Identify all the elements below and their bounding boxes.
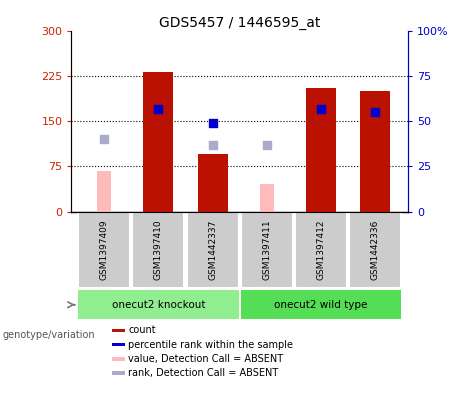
Bar [112, 371, 125, 375]
FancyBboxPatch shape [241, 212, 293, 288]
Text: GSM1397411: GSM1397411 [262, 220, 272, 280]
FancyBboxPatch shape [349, 212, 402, 288]
Text: onecut2 wild type: onecut2 wild type [274, 300, 368, 310]
Text: GSM1442336: GSM1442336 [371, 220, 380, 280]
Text: genotype/variation: genotype/variation [2, 330, 95, 340]
FancyBboxPatch shape [187, 212, 239, 288]
Point [100, 136, 108, 143]
Text: GSM1397412: GSM1397412 [317, 220, 325, 280]
Text: value, Detection Call = ABSENT: value, Detection Call = ABSENT [129, 354, 284, 364]
Text: GSM1397410: GSM1397410 [154, 220, 163, 280]
Text: count: count [129, 325, 156, 336]
Text: GSM1397409: GSM1397409 [100, 220, 108, 280]
Point [263, 142, 271, 149]
FancyBboxPatch shape [132, 212, 184, 288]
FancyBboxPatch shape [78, 290, 239, 319]
Point [209, 119, 216, 126]
Point [209, 142, 216, 149]
Text: rank, Detection Call = ABSENT: rank, Detection Call = ABSENT [129, 368, 279, 378]
Title: GDS5457 / 1446595_at: GDS5457 / 1446595_at [159, 17, 320, 30]
Bar [143, 72, 173, 211]
Bar [361, 92, 390, 211]
FancyBboxPatch shape [241, 290, 402, 319]
Text: onecut2 knockout: onecut2 knockout [112, 300, 205, 310]
Bar [306, 88, 336, 211]
Point [154, 107, 162, 113]
Text: GSM1442337: GSM1442337 [208, 220, 217, 280]
Bar [198, 154, 228, 211]
Point [372, 109, 379, 116]
Point [318, 107, 325, 113]
Bar [97, 171, 111, 211]
Bar [260, 184, 274, 211]
Bar [112, 357, 125, 360]
Bar [112, 343, 125, 346]
Bar [112, 329, 125, 332]
FancyBboxPatch shape [78, 212, 130, 288]
FancyBboxPatch shape [295, 212, 347, 288]
Text: percentile rank within the sample: percentile rank within the sample [129, 340, 294, 350]
